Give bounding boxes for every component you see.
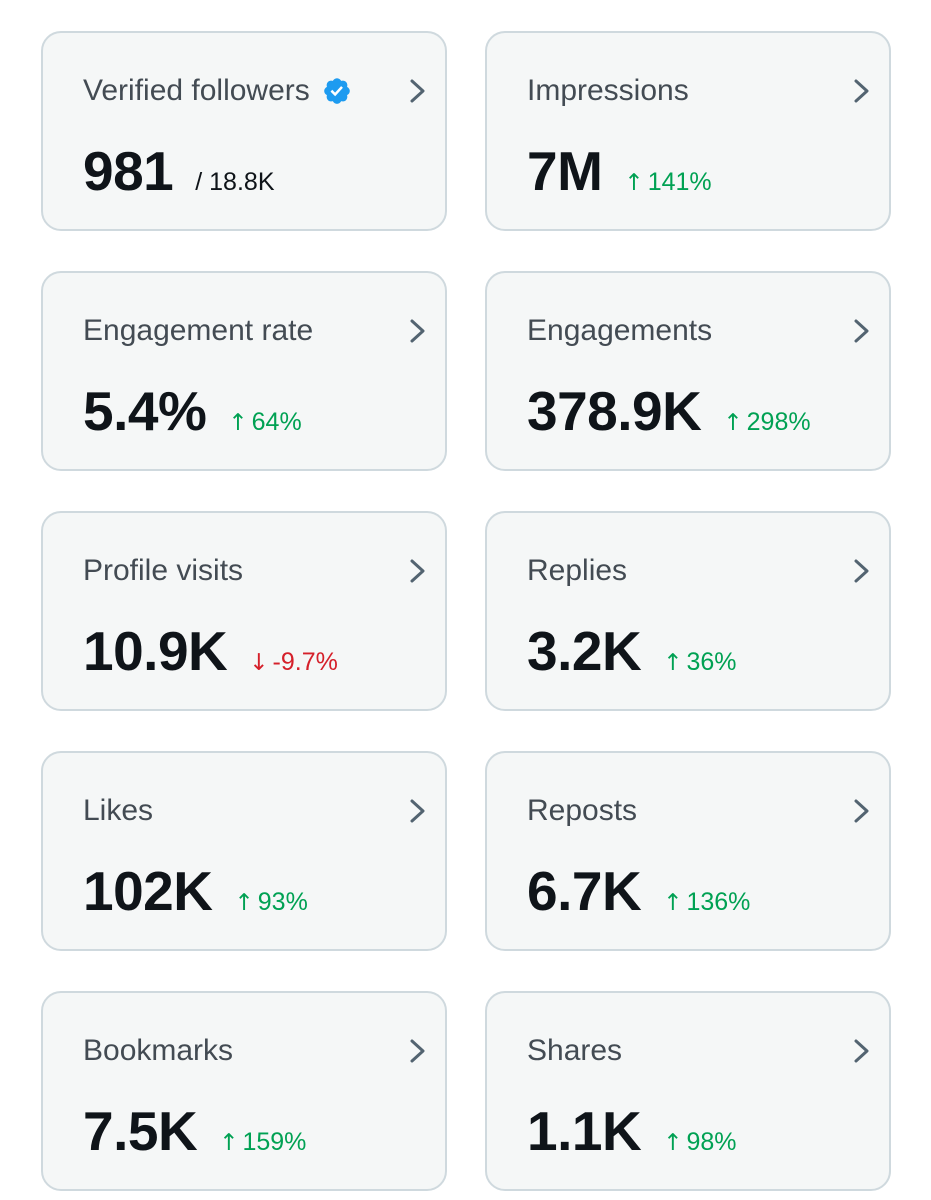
metric-row: 981 / 18.8K bbox=[83, 141, 275, 201]
card-title: Profile visits bbox=[83, 554, 244, 587]
card-replies[interactable]: Replies 3.2K ↑ 36% bbox=[485, 511, 891, 711]
card-bookmarks[interactable]: Bookmarks 7.5K ↑ 159% bbox=[41, 991, 447, 1191]
arrow-down-icon: ↓ bbox=[249, 650, 269, 676]
card-title: Engagements bbox=[527, 314, 713, 347]
arrow-up-icon: ↑ bbox=[234, 890, 254, 916]
card-impressions[interactable]: Impressions 7M ↑ 141% bbox=[485, 31, 891, 231]
chevron-right-icon[interactable] bbox=[851, 796, 873, 826]
chevron-right-icon[interactable] bbox=[407, 316, 429, 346]
change-value: 159% bbox=[242, 1128, 307, 1156]
metric-value: 1.1K bbox=[527, 1100, 642, 1162]
card-profile-visits[interactable]: Profile visits 10.9K ↓ -9.7% bbox=[41, 511, 447, 711]
change-indicator: ↑ 64% bbox=[228, 408, 301, 437]
card-reposts[interactable]: Reposts 6.7K ↑ 136% bbox=[485, 751, 891, 951]
arrow-up-icon: ↑ bbox=[228, 410, 248, 436]
metric-value: 3.2K bbox=[527, 620, 642, 682]
change-indicator: ↑ 93% bbox=[234, 888, 307, 917]
metric-value: 5.4% bbox=[83, 380, 207, 442]
card-title: Likes bbox=[83, 794, 154, 827]
metric-value: 10.9K bbox=[83, 620, 228, 682]
metric-value: 378.9K bbox=[527, 380, 702, 442]
change-indicator: ↑ 159% bbox=[219, 1128, 306, 1157]
card-title: Engagement rate bbox=[83, 314, 314, 347]
change-value: 141% bbox=[647, 168, 712, 196]
chevron-right-icon[interactable] bbox=[851, 1036, 873, 1066]
chevron-right-icon[interactable] bbox=[407, 556, 429, 586]
metric-row: 378.9K ↑ 298% bbox=[527, 381, 811, 441]
metric-row: 3.2K ↑ 36% bbox=[527, 621, 737, 681]
change-value: 98% bbox=[686, 1128, 737, 1156]
card-title: Verified followers bbox=[83, 73, 352, 109]
card-likes[interactable]: Likes 102K ↑ 93% bbox=[41, 751, 447, 951]
metric-row: 7M ↑ 141% bbox=[527, 141, 712, 201]
arrow-up-icon: ↑ bbox=[219, 1130, 239, 1156]
arrow-up-icon: ↑ bbox=[663, 650, 683, 676]
change-indicator: ↑ 36% bbox=[663, 648, 736, 677]
card-title: Shares bbox=[527, 1034, 623, 1067]
card-title: Replies bbox=[527, 554, 628, 587]
metric-value: 981 bbox=[83, 140, 174, 202]
metric-value: 7M bbox=[527, 140, 603, 202]
change-value: 136% bbox=[686, 888, 751, 916]
chevron-right-icon[interactable] bbox=[407, 796, 429, 826]
change-value: -9.7% bbox=[272, 648, 338, 676]
card-engagement-rate[interactable]: Engagement rate 5.4% ↑ 64% bbox=[41, 271, 447, 471]
change-value: 64% bbox=[251, 408, 302, 436]
card-title: Reposts bbox=[527, 794, 638, 827]
metric-value: 7.5K bbox=[83, 1100, 198, 1162]
metric-total: / 18.8K bbox=[195, 168, 275, 196]
verified-badge-icon bbox=[323, 78, 350, 104]
change-value: 93% bbox=[257, 888, 308, 916]
metric-value: 6.7K bbox=[527, 860, 642, 922]
change-indicator: ↑ 298% bbox=[723, 408, 810, 437]
metric-row: 7.5K ↑ 159% bbox=[83, 1101, 306, 1161]
change-indicator: ↑ 98% bbox=[663, 1128, 736, 1157]
card-verified-followers[interactable]: Verified followers 981 / 18.8K bbox=[41, 31, 447, 231]
card-shares[interactable]: Shares 1.1K ↑ 98% bbox=[485, 991, 891, 1191]
chevron-right-icon[interactable] bbox=[851, 76, 873, 106]
metric-value: 102K bbox=[83, 860, 213, 922]
metric-row: 102K ↑ 93% bbox=[83, 861, 308, 921]
chevron-right-icon[interactable] bbox=[407, 76, 429, 106]
chevron-right-icon[interactable] bbox=[407, 1036, 429, 1066]
metric-row: 6.7K ↑ 136% bbox=[527, 861, 750, 921]
chevron-right-icon[interactable] bbox=[851, 316, 873, 346]
change-indicator: ↑ 141% bbox=[624, 168, 711, 197]
metric-row: 1.1K ↑ 98% bbox=[527, 1101, 737, 1161]
card-engagements[interactable]: Engagements 378.9K ↑ 298% bbox=[485, 271, 891, 471]
arrow-up-icon: ↑ bbox=[624, 170, 644, 196]
arrow-up-icon: ↑ bbox=[663, 890, 683, 916]
metric-row: 5.4% ↑ 64% bbox=[83, 381, 302, 441]
change-value: 36% bbox=[686, 648, 737, 676]
chevron-right-icon[interactable] bbox=[851, 556, 873, 586]
change-indicator: ↓ -9.7% bbox=[249, 648, 338, 677]
card-title-text: Verified followers bbox=[83, 74, 310, 107]
metric-row: 10.9K ↓ -9.7% bbox=[83, 621, 338, 681]
card-title: Bookmarks bbox=[83, 1034, 234, 1067]
arrow-up-icon: ↑ bbox=[663, 1130, 683, 1156]
change-indicator: ↑ 136% bbox=[663, 888, 750, 917]
arrow-up-icon: ↑ bbox=[723, 410, 743, 436]
change-value: 298% bbox=[746, 408, 811, 436]
card-title: Impressions bbox=[527, 74, 689, 107]
